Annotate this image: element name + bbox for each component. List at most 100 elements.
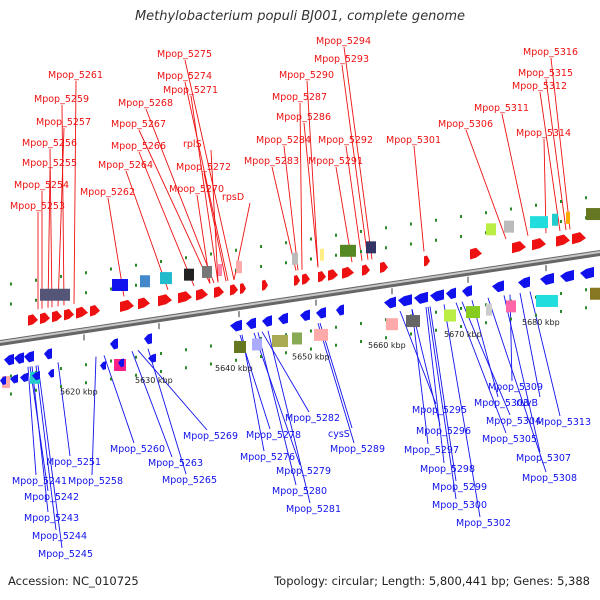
reverse-gene-label[interactable]: Mpop_5260 xyxy=(110,444,165,455)
reverse-gene-label[interactable]: Mpop_5276 xyxy=(240,452,295,463)
forward-gene-label[interactable]: Mpop_5290 xyxy=(279,70,334,81)
reverse-gene-label[interactable]: Mpop_5243 xyxy=(24,513,79,524)
reverse-gene-label[interactable]: Mpop_5307 xyxy=(516,453,571,464)
forward-gene-label[interactable]: Mpop_5261 xyxy=(48,70,103,81)
forward-gene-label[interactable]: rplS xyxy=(183,139,202,150)
reverse-gene-label[interactable]: Mpop_5282 xyxy=(285,413,340,424)
reverse-gene-label[interactable]: Mpop_5269 xyxy=(183,431,238,442)
forward-gene-arrow xyxy=(262,279,268,291)
reverse-gene-arrow xyxy=(44,348,52,360)
reverse-gene-label[interactable]: Mpop_5241 xyxy=(12,476,67,487)
genome-summary: Topology: circular; Length: 5,800,441 bp… xyxy=(274,574,590,588)
reverse-gene-label[interactable]: Mpop_5296 xyxy=(416,426,471,437)
forward-gene-label[interactable]: Mpop_5301 xyxy=(386,135,441,146)
forward-gene-arrow xyxy=(90,305,100,317)
forward-gene-label[interactable]: Mpop_5312 xyxy=(512,81,567,92)
guide-dot xyxy=(160,260,162,263)
reverse-gene-label[interactable]: Mpop_5280 xyxy=(272,486,327,497)
feature-box xyxy=(320,248,324,261)
forward-gene-label[interactable]: Mpop_5292 xyxy=(318,135,373,146)
leader-line xyxy=(411,309,429,445)
reverse-gene-label[interactable]: Mpop_5245 xyxy=(38,549,93,560)
guide-dot xyxy=(310,257,312,261)
forward-gene-label[interactable]: Mpop_5286 xyxy=(276,112,331,123)
reverse-gene-label[interactable]: Mpop_5279 xyxy=(276,466,331,477)
forward-gene-label[interactable]: Mpop_5274 xyxy=(157,71,212,82)
forward-gene-label[interactable]: Mpop_5255 xyxy=(22,158,77,169)
forward-gene-label[interactable]: Mpop_5253 xyxy=(10,201,65,212)
forward-gene-label[interactable]: Mpop_5264 xyxy=(98,160,153,171)
forward-gene-label[interactable]: Mpop_5293 xyxy=(314,54,369,65)
reverse-gene-label[interactable]: Mpop_5244 xyxy=(32,531,87,542)
forward-gene-label[interactable]: Mpop_5316 xyxy=(523,47,578,58)
reverse-gene-label[interactable]: Mpop_5295 xyxy=(412,405,467,416)
guide-dot xyxy=(235,358,237,362)
reverse-gene-label[interactable]: Mpop_5298 xyxy=(420,464,475,475)
reverse-gene-label[interactable]: Mpop_5258 xyxy=(68,476,123,487)
forward-gene-label[interactable]: rpsD xyxy=(222,192,244,203)
forward-gene-label[interactable]: Mpop_5259 xyxy=(34,94,89,105)
forward-gene-label[interactable]: Mpop_5262 xyxy=(80,187,135,198)
forward-gene-label[interactable]: Mpop_5283 xyxy=(244,156,299,167)
feature-box xyxy=(218,264,222,276)
reverse-gene-label[interactable]: Mpop_5304 xyxy=(486,416,541,427)
forward-gene-label[interactable]: Mpop_5291 xyxy=(308,156,363,167)
forward-gene-label[interactable]: Mpop_5294 xyxy=(316,36,371,47)
leader-line xyxy=(429,306,457,482)
reverse-gene-arrow xyxy=(20,372,28,382)
forward-gene-label[interactable]: Mpop_5311 xyxy=(474,103,529,114)
forward-gene-label[interactable]: Mpop_5275 xyxy=(157,49,212,60)
forward-gene-label[interactable]: Mpop_5256 xyxy=(22,138,77,149)
forward-gene-label[interactable]: Mpop_5254 xyxy=(14,180,69,191)
guide-dot xyxy=(585,196,587,200)
guide-dot xyxy=(85,363,87,367)
reverse-gene-label[interactable]: cysS xyxy=(328,429,350,440)
leader-line xyxy=(545,78,567,231)
forward-gene-label[interactable]: Mpop_5287 xyxy=(272,92,327,103)
forward-gene-label[interactable]: Mpop_5270 xyxy=(169,184,224,195)
reverse-gene-label[interactable]: Mpop_5308 xyxy=(522,473,577,484)
forward-gene-label[interactable]: Mpop_5266 xyxy=(111,141,166,152)
reverse-gene-label[interactable]: Mpop_5281 xyxy=(286,504,341,515)
forward-gene-arrow xyxy=(512,241,526,254)
forward-gene-label[interactable]: Mpop_5267 xyxy=(111,119,166,130)
guide-dot xyxy=(460,325,462,328)
reverse-gene-label[interactable]: Mpop_5305 xyxy=(482,434,537,445)
leader-line xyxy=(261,331,310,413)
leader-line xyxy=(443,304,481,518)
forward-gene-label[interactable]: Mpop_5314 xyxy=(516,128,571,139)
reverse-gene-label[interactable]: Mpop_5242 xyxy=(24,492,79,503)
leader-line xyxy=(461,301,511,416)
leader-line xyxy=(487,297,547,473)
leader-line xyxy=(73,80,77,304)
reverse-gene-label[interactable]: Mpop_5309 xyxy=(488,382,543,393)
leader-line xyxy=(91,356,97,476)
reverse-gene-label[interactable]: Mpop_5313 xyxy=(536,417,591,428)
guide-dot xyxy=(585,306,587,310)
reverse-gene-label[interactable]: Mpop_5300 xyxy=(432,500,487,511)
forward-gene-label[interactable]: Mpop_5268 xyxy=(118,98,173,109)
forward-gene-label[interactable]: Mpop_5271 xyxy=(163,85,218,96)
forward-gene-label[interactable]: Mpop_5315 xyxy=(518,68,573,79)
reverse-gene-label[interactable]: Mpop_5299 xyxy=(432,482,487,493)
reverse-gene-label[interactable]: Mpop_5289 xyxy=(330,444,385,455)
reverse-gene-arrow xyxy=(278,312,288,325)
feature-box xyxy=(406,315,420,328)
reverse-gene-label[interactable]: Mpop_5303 xyxy=(474,398,529,409)
reverse-gene-arrow xyxy=(414,291,428,304)
forward-gene-label[interactable]: Mpop_5306 xyxy=(438,119,493,130)
leader-line xyxy=(413,145,425,252)
reverse-gene-label[interactable]: Mpop_5263 xyxy=(148,458,203,469)
reverse-gene-label[interactable]: Mpop_5251 xyxy=(46,457,101,468)
guide-dot xyxy=(535,313,537,317)
guide-dot xyxy=(285,351,287,355)
forward-gene-label[interactable]: Mpop_5257 xyxy=(36,117,91,128)
reverse-gene-label[interactable]: Mpop_5302 xyxy=(456,518,511,529)
guide-dot xyxy=(185,366,187,370)
forward-gene-label[interactable]: Mpop_5284 xyxy=(256,135,311,146)
reverse-gene-label[interactable]: ruvB xyxy=(516,398,538,409)
reverse-gene-label[interactable]: Mpop_5297 xyxy=(404,445,459,456)
reverse-gene-label[interactable]: Mpop_5278 xyxy=(246,430,301,441)
forward-gene-label[interactable]: Mpop_5272 xyxy=(176,162,231,173)
reverse-gene-label[interactable]: Mpop_5265 xyxy=(162,475,217,486)
